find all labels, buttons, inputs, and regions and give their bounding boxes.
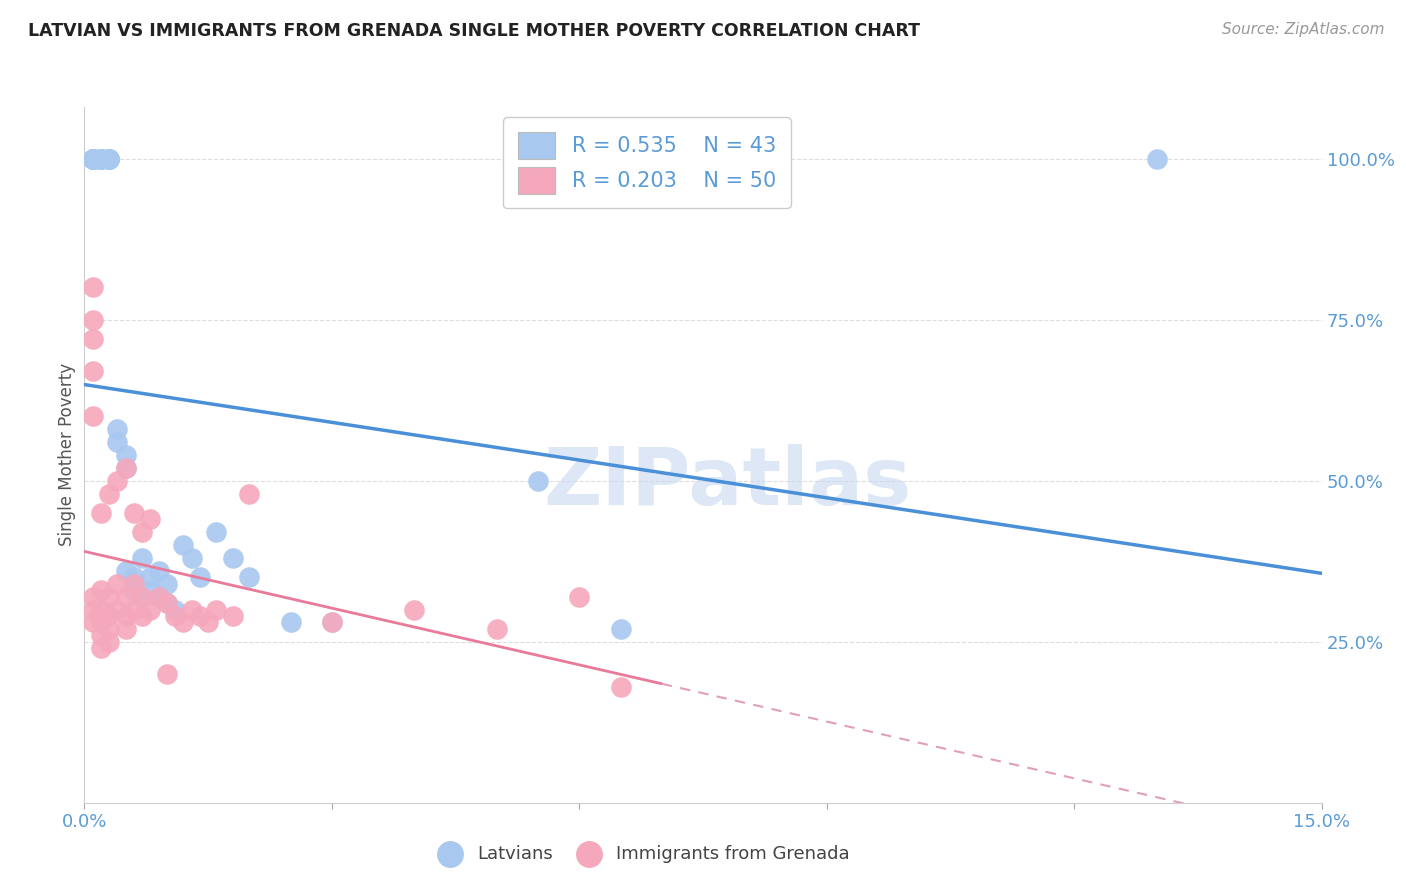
Point xyxy=(82,152,104,166)
Point xyxy=(90,615,112,630)
Text: ZIPatlas: ZIPatlas xyxy=(544,443,912,522)
Point xyxy=(205,602,228,616)
Point xyxy=(180,602,202,616)
Point xyxy=(90,152,112,166)
Point xyxy=(98,590,121,604)
Point xyxy=(165,602,187,616)
Point xyxy=(188,609,211,624)
Point xyxy=(114,448,136,462)
Point xyxy=(90,152,112,166)
Legend: Latvians, Immigrants from Grenada: Latvians, Immigrants from Grenada xyxy=(425,838,858,871)
Point xyxy=(82,152,104,166)
Point xyxy=(131,551,153,566)
Point xyxy=(105,435,128,450)
Point xyxy=(404,602,426,616)
Point xyxy=(82,152,104,166)
Point xyxy=(98,609,121,624)
Point xyxy=(172,615,194,630)
Point xyxy=(122,576,145,591)
Point xyxy=(82,152,104,166)
Point xyxy=(114,590,136,604)
Text: LATVIAN VS IMMIGRANTS FROM GRENADA SINGLE MOTHER POVERTY CORRELATION CHART: LATVIAN VS IMMIGRANTS FROM GRENADA SINGL… xyxy=(28,22,920,40)
Point xyxy=(90,506,112,520)
Point xyxy=(82,602,104,616)
Point xyxy=(485,622,508,636)
Point xyxy=(197,615,219,630)
Point xyxy=(148,590,170,604)
Point xyxy=(609,622,631,636)
Point xyxy=(98,622,121,636)
Point xyxy=(98,152,121,166)
Point xyxy=(90,152,112,166)
Point xyxy=(148,590,170,604)
Point xyxy=(148,564,170,578)
Point xyxy=(222,609,245,624)
Point xyxy=(98,152,121,166)
Point xyxy=(165,609,187,624)
Point xyxy=(609,680,631,694)
Point xyxy=(131,525,153,540)
Point xyxy=(105,474,128,488)
Point xyxy=(114,460,136,475)
Point xyxy=(90,628,112,642)
Point xyxy=(527,474,550,488)
Point xyxy=(122,583,145,598)
Point xyxy=(238,486,260,500)
Point xyxy=(114,622,136,636)
Point xyxy=(90,602,112,616)
Point xyxy=(156,596,179,610)
Point xyxy=(82,332,104,346)
Point xyxy=(238,570,260,584)
Point xyxy=(82,364,104,378)
Point xyxy=(156,576,179,591)
Point xyxy=(114,564,136,578)
Point xyxy=(122,570,145,584)
Point xyxy=(122,602,145,616)
Point xyxy=(321,615,343,630)
Point xyxy=(114,460,136,475)
Point xyxy=(139,570,162,584)
Point xyxy=(114,609,136,624)
Point xyxy=(98,152,121,166)
Point xyxy=(280,615,302,630)
Point xyxy=(131,609,153,624)
Point xyxy=(82,312,104,326)
Point xyxy=(98,486,121,500)
Point xyxy=(105,422,128,436)
Point xyxy=(82,152,104,166)
Point xyxy=(222,551,245,566)
Point xyxy=(82,280,104,294)
Point xyxy=(1146,152,1168,166)
Point xyxy=(82,615,104,630)
Point xyxy=(139,512,162,526)
Point xyxy=(568,590,591,604)
Text: Source: ZipAtlas.com: Source: ZipAtlas.com xyxy=(1222,22,1385,37)
Point xyxy=(105,602,128,616)
Point xyxy=(156,667,179,681)
Point xyxy=(131,590,153,604)
Point xyxy=(82,590,104,604)
Point xyxy=(90,641,112,656)
Point xyxy=(98,634,121,648)
Point xyxy=(98,152,121,166)
Point xyxy=(139,602,162,616)
Point xyxy=(172,538,194,552)
Point xyxy=(82,152,104,166)
Point xyxy=(105,576,128,591)
Point xyxy=(122,506,145,520)
Point xyxy=(156,596,179,610)
Y-axis label: Single Mother Poverty: Single Mother Poverty xyxy=(58,363,76,547)
Point xyxy=(90,152,112,166)
Point xyxy=(321,615,343,630)
Point xyxy=(180,551,202,566)
Point xyxy=(82,152,104,166)
Point xyxy=(188,570,211,584)
Point xyxy=(139,583,162,598)
Point xyxy=(131,590,153,604)
Point xyxy=(90,583,112,598)
Point xyxy=(82,152,104,166)
Point xyxy=(205,525,228,540)
Point xyxy=(82,409,104,424)
